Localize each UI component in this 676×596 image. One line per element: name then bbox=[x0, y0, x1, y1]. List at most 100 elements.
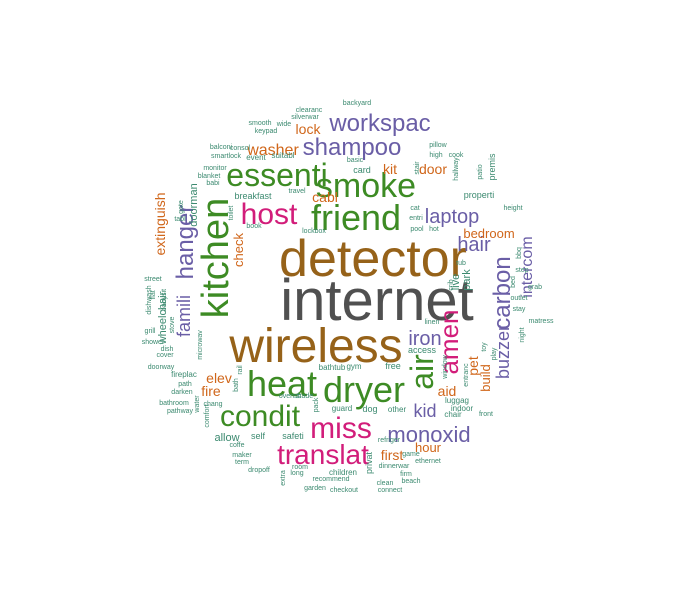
word-washer: washer bbox=[246, 142, 299, 159]
word-kid: kid bbox=[413, 401, 436, 421]
word-pathway: pathway bbox=[167, 408, 194, 415]
word-miss: miss bbox=[310, 412, 372, 445]
word-beach: beach bbox=[401, 478, 420, 485]
word-monoxid: monoxid bbox=[387, 422, 470, 447]
word-indoor: indoor bbox=[451, 404, 474, 413]
word-air: air bbox=[404, 354, 440, 390]
word-coffe: coffe bbox=[229, 442, 244, 449]
word-access: access bbox=[408, 345, 437, 355]
word-wide: wide bbox=[276, 121, 292, 128]
word-aid: aid bbox=[438, 383, 457, 399]
word-doorway: doorway bbox=[148, 364, 175, 371]
word-dish: dish bbox=[161, 346, 174, 353]
word-monitor: monitor bbox=[203, 165, 227, 172]
word-door: door bbox=[419, 161, 447, 177]
word-cover: cover bbox=[156, 352, 174, 359]
word-path: path bbox=[178, 381, 192, 388]
word-lit: lit bbox=[296, 393, 303, 398]
word-garden: garden bbox=[304, 485, 326, 492]
word-amen: amen bbox=[434, 309, 464, 374]
word-darken: darken bbox=[171, 389, 193, 396]
word-cabl: cabl bbox=[312, 189, 338, 205]
word-fireplac: fireplac bbox=[171, 370, 197, 379]
word-event: event bbox=[246, 153, 266, 162]
word-build: build bbox=[478, 364, 493, 391]
word-doorman: doorman bbox=[188, 183, 200, 226]
word-smartlock: smartlock bbox=[211, 153, 241, 160]
word-workspac: workspac bbox=[328, 110, 430, 137]
word-toy: toy bbox=[481, 342, 488, 352]
word-intercom: intercom bbox=[519, 236, 536, 297]
word-carbon: carbon bbox=[489, 256, 516, 329]
word-bathroom: bathroom bbox=[159, 400, 189, 407]
word-clearanc: clearanc bbox=[296, 107, 323, 114]
word-smooth: smooth bbox=[249, 120, 272, 127]
word-allow: allow bbox=[214, 432, 239, 444]
word-flat: flat bbox=[150, 290, 157, 299]
word-luggag: luggag bbox=[445, 396, 469, 405]
word-essenti: essenti bbox=[226, 157, 327, 193]
word-bath: bath bbox=[233, 378, 240, 392]
word-pack: pack bbox=[313, 397, 320, 412]
word-guard: guard bbox=[332, 404, 352, 413]
word-hair: hair bbox=[457, 234, 491, 256]
word-cook: cook bbox=[449, 152, 464, 159]
word-patio: patio bbox=[477, 164, 484, 179]
word-elev: elev bbox=[206, 370, 232, 386]
word-firm: firm bbox=[400, 471, 412, 478]
word-height: height bbox=[503, 205, 522, 212]
word-toilet: toilet bbox=[228, 206, 235, 221]
word-grab: grab bbox=[528, 284, 542, 291]
word-linen: linen bbox=[425, 319, 440, 326]
word-kitchen: kitchen bbox=[195, 198, 237, 318]
word-microwav: microwav bbox=[197, 330, 204, 360]
word-maker: maker bbox=[232, 452, 252, 459]
word-host: host bbox=[241, 198, 298, 231]
word-travel: travel bbox=[288, 188, 306, 195]
word-lock: lock bbox=[296, 121, 322, 137]
word-term: term bbox=[235, 459, 249, 466]
word-pillow: pillow bbox=[429, 142, 447, 149]
word-laptop: laptop bbox=[425, 206, 480, 228]
word-dryer: dryer bbox=[323, 369, 405, 410]
word-night: night bbox=[519, 327, 526, 342]
word-self: self bbox=[251, 431, 266, 441]
word-street: street bbox=[144, 276, 162, 283]
word-entri: entri bbox=[409, 215, 423, 222]
word-dinnerwar: dinnerwar bbox=[379, 463, 410, 470]
word-basic: basic bbox=[347, 157, 364, 164]
word-card: card bbox=[353, 165, 371, 175]
word-pet: pet bbox=[465, 356, 481, 376]
word-fire: fire bbox=[201, 383, 221, 399]
word-bedroom: bedroom bbox=[463, 226, 514, 241]
word-shower: shower bbox=[142, 339, 165, 346]
word-bathtub: bathtub bbox=[319, 363, 346, 372]
word-dropoff: dropoff bbox=[248, 467, 270, 474]
word-gate: gate bbox=[178, 200, 185, 214]
word-breakfast: breakfast bbox=[234, 191, 272, 201]
word-park: park bbox=[461, 269, 473, 291]
word-ovenshade: ovenshade bbox=[279, 393, 313, 400]
word-detector: detector bbox=[279, 230, 467, 288]
word-silverwar: silverwar bbox=[291, 114, 319, 121]
word-extinguish: extinguish bbox=[152, 192, 168, 255]
word-refriger: refriger bbox=[378, 437, 401, 444]
word-premis: premis bbox=[487, 153, 497, 181]
word-pool: pool bbox=[410, 226, 424, 233]
word-window: window bbox=[442, 354, 449, 379]
word-consol: consol bbox=[230, 145, 251, 152]
word-lockbox: lockbox bbox=[302, 228, 326, 235]
word-gym: gym bbox=[346, 362, 361, 371]
word-bbq: bbq bbox=[516, 247, 523, 259]
word-babysit: babysit bbox=[161, 289, 168, 311]
word-first: first bbox=[381, 447, 404, 463]
word-blanket: blanket bbox=[198, 173, 221, 180]
word-high: high bbox=[429, 152, 442, 159]
word-dishwash: dishwash bbox=[146, 285, 153, 314]
word-keypad: keypad bbox=[255, 128, 278, 135]
word-condit: condit bbox=[220, 400, 301, 433]
word-shampoo: shampoo bbox=[303, 134, 402, 161]
word-backyard: backyard bbox=[343, 100, 372, 107]
word-kit: kit bbox=[383, 161, 397, 177]
